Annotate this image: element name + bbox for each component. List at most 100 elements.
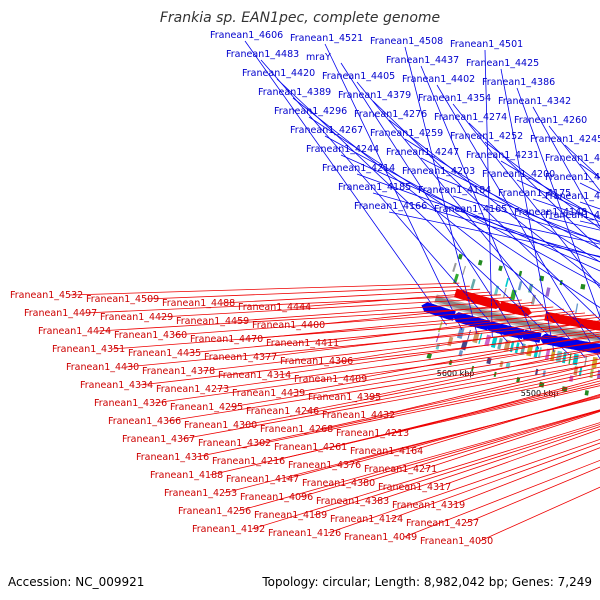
reverse-gene-label: Franean1_4411 xyxy=(266,338,339,349)
label-leader-line xyxy=(423,411,600,470)
feature-bar xyxy=(478,333,483,344)
label-leader-line xyxy=(249,308,564,340)
reverse-gene-label: Franean1_4273 xyxy=(156,384,229,395)
tick-dot xyxy=(426,352,432,359)
reverse-gene-label: Franean1_4314 xyxy=(218,370,291,381)
forward-gene-label: Franean1_4165 xyxy=(434,204,507,215)
feature-bar xyxy=(545,287,551,297)
reverse-gene-label: Franean1_4432 xyxy=(322,410,395,421)
label-leader-line xyxy=(69,282,460,296)
label-leader-line xyxy=(201,324,600,372)
tick-dot xyxy=(580,283,586,290)
tick-dot xyxy=(498,265,503,272)
label-leader-line xyxy=(235,299,522,322)
forward-gene-label: Franean1_4425 xyxy=(466,58,539,69)
gene-labels: Franean1_4606 Franean1_4521 Franean1_4508 F… xyxy=(10,30,600,547)
label-leader-line xyxy=(356,173,600,263)
forward-gene-label: Franean1_4508 xyxy=(370,36,443,47)
label-leader-line xyxy=(516,179,600,218)
forward-gene-label: Franean1_4267 xyxy=(290,125,363,136)
forward-gene-label: Franean1_4420 xyxy=(242,68,315,79)
label-leader-line xyxy=(327,438,600,534)
label-leader-line xyxy=(548,125,600,192)
forward-gene-label: Franean1_4521 xyxy=(290,33,363,44)
label-leader-line xyxy=(404,138,600,263)
reverse-gene-label: Franean1_4316 xyxy=(136,452,209,463)
reverse-gene-label: Franean1_4351 xyxy=(52,344,125,355)
reverse-gene-label: Franean1_4256 xyxy=(178,506,251,517)
tick-dot xyxy=(477,259,483,266)
forward-gene-label: Franean1_4386 xyxy=(482,77,555,88)
reverse-gene-label: Franean1_4459 xyxy=(176,316,249,327)
label-leader-line xyxy=(299,409,600,498)
feature-bar xyxy=(568,353,572,365)
reverse-gene-label: Franean1_4253 xyxy=(164,488,237,499)
label-leader-line xyxy=(367,347,600,398)
forward-gene-label: Franean1_4148 xyxy=(514,207,587,218)
forward-gene-label: Franean1_4166 xyxy=(354,201,427,212)
reverse-gene-label: Franean1_4257 xyxy=(406,518,479,529)
label-leader-line xyxy=(452,195,600,242)
feature-bar xyxy=(505,277,509,287)
label-leader-line xyxy=(420,157,600,250)
reverse-gene-label: Franean1_4383 xyxy=(316,496,389,507)
forward-gene-label: mraY xyxy=(306,52,331,63)
reverse-gene-label: Franean1_4164 xyxy=(350,446,423,457)
backbone-layer xyxy=(434,294,600,343)
forward-gene-label: Franean1_4389 xyxy=(258,87,331,98)
label-leader-line xyxy=(221,288,481,304)
forward-gene-label: Franean1_4200 xyxy=(482,169,555,180)
reverse-gene-label: Franean1_4192 xyxy=(192,524,265,535)
reverse-gene-label: Franean1_4049 xyxy=(344,532,417,543)
reverse-gene-label: Franean1_4395 xyxy=(308,392,381,403)
label-leader-line xyxy=(468,214,600,245)
reverse-gene-label: Franean1_4376 xyxy=(288,460,361,471)
label-leader-line xyxy=(389,442,600,520)
reverse-gene-label: Franean1_4435 xyxy=(128,348,201,359)
tick-dot xyxy=(518,270,523,277)
label-leader-line xyxy=(311,302,533,326)
forward-gene-label: Franean1_4379 xyxy=(338,90,411,101)
reverse-gene-label: Franean1_4216 xyxy=(212,456,285,467)
label-leader-line xyxy=(260,59,508,343)
reverse-gene-label: Franean1_4439 xyxy=(232,388,305,399)
label-leader-line xyxy=(381,362,600,416)
reverse-gene-label: Franean1_4302 xyxy=(198,438,271,449)
forward-gene-label: Franean1_4437 xyxy=(386,55,459,66)
reverse-gene-label: Franean1_4261 xyxy=(274,442,347,453)
forward-gene-label: Franean1_4296 xyxy=(274,106,347,117)
feature-bar xyxy=(584,355,588,367)
feature-bar xyxy=(503,287,507,298)
forward-gene-label: Franean1_4483 xyxy=(226,49,299,60)
feature-bar xyxy=(456,327,465,339)
label-leader-line xyxy=(195,373,600,458)
reverse-gene-label: Franean1_4497 xyxy=(24,308,97,319)
label-leader-line xyxy=(479,486,600,542)
forward-gene-label: Franean1_4260 xyxy=(514,115,587,126)
label-leader-line xyxy=(291,340,600,394)
reverse-gene-arrow xyxy=(595,321,600,331)
reverse-gene-label: Franean1_4268 xyxy=(260,424,333,435)
label-leader-line xyxy=(484,141,600,230)
feature-bar xyxy=(517,281,523,291)
label-leader-line xyxy=(251,422,600,530)
label-leader-line xyxy=(532,106,600,228)
reverse-gene-label: Franean1_4366 xyxy=(108,416,181,427)
label-leader-line xyxy=(223,397,600,494)
feature-bar xyxy=(435,343,440,350)
label-leader-line xyxy=(340,154,600,272)
reverse-gene-label: Franean1_4444 xyxy=(238,302,311,313)
reverse-gene-label: Franean1_4470 xyxy=(190,334,263,345)
feature-bar xyxy=(575,303,579,314)
reverse-gene-label: Franean1_4050 xyxy=(420,536,493,547)
tick-dot xyxy=(457,253,463,260)
label-leader-line xyxy=(356,81,586,358)
reverse-gene-label: Franean1_4378 xyxy=(142,366,215,377)
forward-gene-label: Franean1_4231 xyxy=(466,150,539,161)
forward-gene-label: Franean1_4185 xyxy=(338,182,411,193)
label-leader-line xyxy=(319,366,600,430)
label-leader-line xyxy=(484,49,493,339)
forward-gene-label: Franean1_4342 xyxy=(498,96,571,107)
